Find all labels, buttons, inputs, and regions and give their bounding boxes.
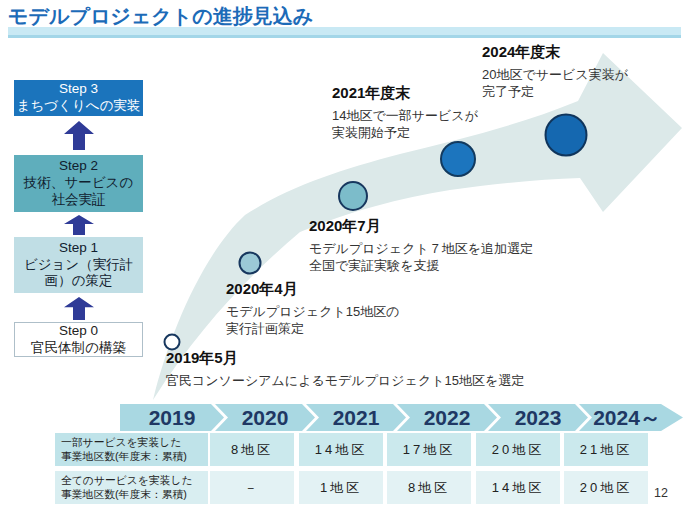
table-row1-2020: 8地区 bbox=[210, 433, 294, 466]
milestone-circle-2019-05 bbox=[165, 335, 180, 350]
table-row2-2023: 14地区 bbox=[476, 471, 560, 504]
step0-box: Step 0 官民体制の構築 bbox=[14, 322, 143, 357]
step0-title: Step 0 bbox=[59, 323, 98, 340]
step2-subtitle: 技術、サービスの 社会実証 bbox=[24, 175, 133, 209]
table-row1-label: 一部サービスを実装した 事業地区数(年度末：累積) bbox=[55, 433, 208, 466]
step1-title: Step 1 bbox=[59, 240, 98, 257]
year-2020: 2020 bbox=[228, 405, 302, 432]
step0-subtitle: 官民体制の構築 bbox=[31, 340, 126, 357]
milestone-date: 2024年度末 bbox=[482, 43, 628, 62]
table-row2-2021: 1地区 bbox=[299, 471, 383, 504]
step2-box: Step 2 技術、サービスの 社会実証 bbox=[14, 155, 143, 212]
table-row1-2021: 14地区 bbox=[299, 433, 383, 466]
milestone-circle-2021 bbox=[441, 142, 475, 176]
milestone-2020-07: 2020年7月 モデルプロジェクト７地区を追加選定 全国で実証実験を支援 bbox=[309, 217, 533, 274]
milestone-desc: 20地区でサービス実装が 完了予定 bbox=[482, 66, 628, 100]
milestone-desc: モデルプロジェクト15地区の 実行計画策定 bbox=[226, 303, 400, 337]
milestone-date: 2021年度末 bbox=[332, 84, 478, 103]
milestone-circle-2020-07 bbox=[339, 182, 367, 210]
milestone-circle-2020-04 bbox=[240, 253, 261, 274]
table-row2-2022: 8地区 bbox=[387, 471, 471, 504]
milestone-2024: 2024年度末 20地区でサービス実装が 完了予定 bbox=[482, 43, 628, 100]
year-2022: 2022 bbox=[410, 405, 484, 432]
milestone-2021: 2021年度末 14地区で一部サービスが 実装開始予定 bbox=[332, 84, 478, 141]
step2-title: Step 2 bbox=[59, 158, 98, 175]
milestone-date: 2019年5月 bbox=[166, 349, 524, 368]
milestone-desc: 14地区で一部サービスが 実装開始予定 bbox=[332, 107, 478, 141]
table-row1-2022: 17地区 bbox=[387, 433, 471, 466]
step3-subtitle: まちづくりへの実装 bbox=[17, 98, 141, 115]
step3-box: Step 3 まちづくりへの実装 bbox=[14, 80, 143, 116]
milestone-2019-05: 2019年5月 官民コンソーシアムによるモデルプロジェクト15地区を選定 bbox=[166, 349, 524, 389]
table-row1-2023: 20地区 bbox=[476, 433, 560, 466]
step1-subtitle: ビジョン（実行計 画）の策定 bbox=[24, 257, 133, 291]
table-row2-label: 全てのサービスを実装した 事業地区数(年度末：累積) bbox=[55, 471, 208, 504]
year-2021: 2021 bbox=[319, 405, 393, 432]
milestone-circle-2024 bbox=[546, 115, 587, 156]
year-2019: 2019 bbox=[133, 405, 211, 432]
table-row2-2020: － bbox=[210, 471, 294, 504]
milestone-date: 2020年4月 bbox=[226, 280, 400, 299]
step3-title: Step 3 bbox=[59, 81, 98, 98]
year-2023: 2023 bbox=[501, 405, 575, 432]
milestone-date: 2020年7月 bbox=[309, 217, 533, 236]
table-row1-2024: 21地区 bbox=[564, 433, 648, 466]
milestone-desc: モデルプロジェクト７地区を追加選定 全国で実証実験を支援 bbox=[309, 240, 533, 274]
year-2024: 2024～ bbox=[590, 405, 664, 432]
milestone-2020-04: 2020年4月 モデルプロジェクト15地区の 実行計画策定 bbox=[226, 280, 400, 337]
step1-box: Step 1 ビジョン（実行計 画）の策定 bbox=[14, 237, 143, 293]
milestone-desc: 官民コンソーシアムによるモデルプロジェクト15地区を選定 bbox=[166, 372, 524, 389]
page-number: 12 bbox=[654, 486, 668, 500]
table-row2-2024: 20地区 bbox=[564, 471, 648, 504]
